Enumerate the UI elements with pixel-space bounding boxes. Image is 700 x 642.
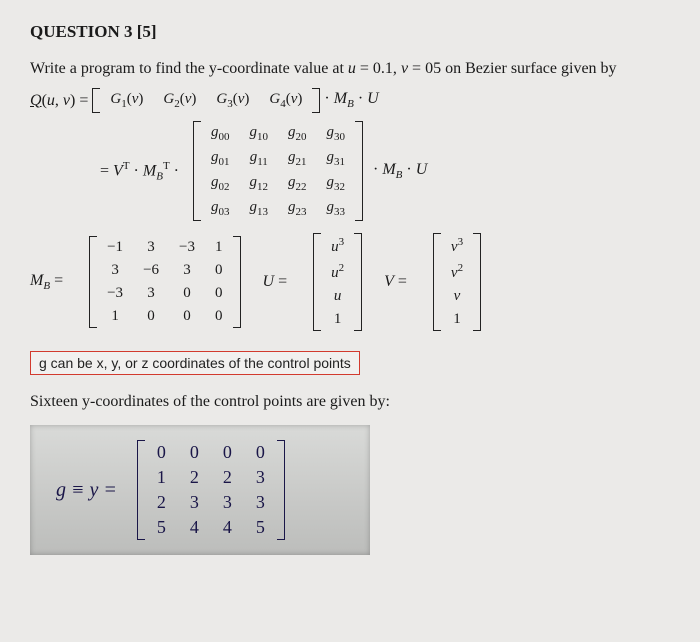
matrix-cell: g20: [278, 121, 317, 146]
sixteen-line: Sixteen y-coordinates of the control poi…: [30, 393, 670, 411]
matrix-cell: −1: [97, 236, 133, 259]
g-matrix: g00g10g20g30g01g11g21g31g02g12g22g32g03g…: [193, 121, 363, 221]
matrix-cell: g13: [240, 196, 279, 221]
matrix-cell: u3: [321, 233, 354, 259]
matrix-cell: 3: [169, 259, 205, 282]
matrix-cell: 2: [211, 465, 244, 490]
mb-uv-row: MB = −13−313−630−33001000 U = u3u2u1 V =…: [30, 233, 670, 331]
matrix-cell: g10: [240, 121, 279, 146]
matrix-cell: 0: [169, 305, 205, 328]
matrix-cell: 3: [97, 259, 133, 282]
mb-label: MB =: [30, 272, 63, 292]
matrix-cell: −3: [169, 236, 205, 259]
v-label: V =: [384, 273, 407, 291]
matrix-cell: 0: [205, 259, 233, 282]
matrix-cell: v3: [441, 233, 473, 259]
u-label: U =: [263, 273, 288, 291]
v-vector: v3v2v1: [433, 233, 481, 331]
matrix-cell: 0: [211, 440, 244, 465]
matrix-cell: −3: [97, 282, 133, 305]
matrix-cell: g22: [278, 171, 317, 196]
question-header: QUESTION 3 [5]: [30, 22, 670, 42]
handwritten-photo: g ≡ y = 0000122323335445: [30, 425, 370, 555]
matrix-cell: 0: [205, 282, 233, 305]
y-matrix-lhs: g ≡ y =: [56, 479, 117, 502]
matrix-cell: g11: [240, 146, 279, 171]
matrix-cell: g30: [317, 121, 356, 146]
matrix-cell: 4: [178, 515, 211, 540]
matrix-cell: 1: [97, 305, 133, 328]
u-vector: u3u2u1: [313, 233, 362, 331]
note-box: g can be x, y, or z coordinates of the c…: [30, 351, 360, 375]
matrix-cell: g03: [201, 196, 240, 221]
matrix-cell: g31: [317, 146, 356, 171]
matrix-cell: 2: [145, 490, 178, 515]
matrix-cell: 0: [133, 305, 169, 328]
matrix-cell: 3: [244, 490, 277, 515]
matrix-cell: v2: [441, 259, 473, 285]
matrix-cell: 2: [178, 465, 211, 490]
matrix-cell: g01: [201, 146, 240, 171]
matrix-cell: 1: [441, 308, 473, 331]
g-cell: G3(v): [206, 88, 259, 113]
g-row-vector: G1(v) G2(v) G3(v) G4(v): [92, 88, 320, 113]
g-cell: G2(v): [153, 88, 206, 113]
matrix-cell: 0: [169, 282, 205, 305]
matrix-cell: 0: [244, 440, 277, 465]
matrix-cell: 1: [145, 465, 178, 490]
question-intro: Write a program to find the y-coordinate…: [30, 60, 670, 78]
matrix-cell: 5: [244, 515, 277, 540]
matrix-cell: 3: [211, 490, 244, 515]
matrix-cell: g02: [201, 171, 240, 196]
matrix-cell: g21: [278, 146, 317, 171]
matrix-cell: 0: [178, 440, 211, 465]
eq-line-2: = VT · MBT · g00g10g20g30g01g11g21g31g02…: [30, 121, 670, 221]
matrix-cell: g32: [317, 171, 356, 196]
matrix-cell: 1: [321, 308, 354, 331]
y-matrix: 0000122323335445: [137, 440, 285, 540]
g-cell: G4(v): [259, 88, 312, 113]
page: QUESTION 3 [5] Write a program to find t…: [0, 0, 700, 585]
matrix-cell: g33: [317, 196, 356, 221]
g-cell: G1(v): [100, 88, 153, 113]
matrix-cell: u: [321, 285, 354, 308]
matrix-cell: g00: [201, 121, 240, 146]
matrix-cell: g12: [240, 171, 279, 196]
matrix-cell: 5: [145, 515, 178, 540]
matrix-cell: 3: [244, 465, 277, 490]
matrix-cell: 0: [145, 440, 178, 465]
matrix-cell: 3: [133, 236, 169, 259]
eq-line-1: Q(u, v) = G1(v) G2(v) G3(v) G4(v) · MB ·…: [30, 88, 670, 113]
matrix-cell: 3: [178, 490, 211, 515]
matrix-cell: u2: [321, 259, 354, 285]
matrix-cell: 0: [205, 305, 233, 328]
matrix-cell: 3: [133, 282, 169, 305]
matrix-cell: 1: [205, 236, 233, 259]
matrix-cell: 4: [211, 515, 244, 540]
matrix-cell: −6: [133, 259, 169, 282]
matrix-cell: v: [441, 285, 473, 308]
mb-matrix: −13−313−630−33001000: [89, 236, 240, 328]
matrix-cell: g23: [278, 196, 317, 221]
